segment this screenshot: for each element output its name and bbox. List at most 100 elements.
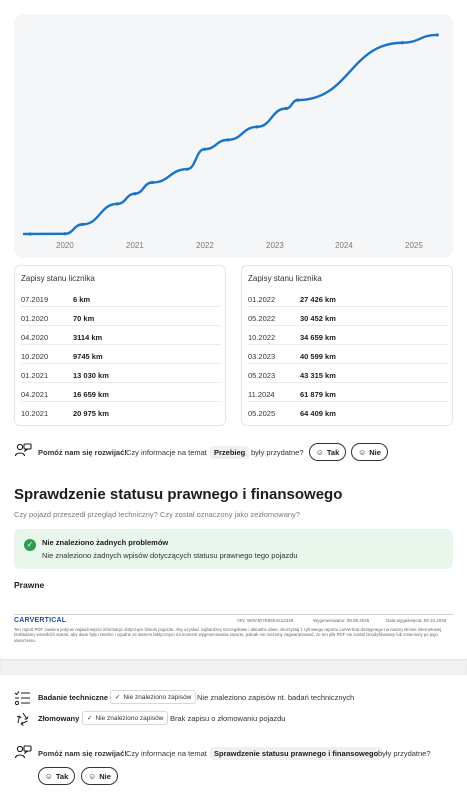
feedback-no-button[interactable]: ☺ Nie (351, 443, 388, 461)
check-description: Brak zapisu o złomowaniu pojazdu (170, 714, 286, 723)
row-value: 16 659 km (73, 390, 109, 399)
table-row: 10.2020 9745 km (21, 345, 221, 364)
data-point[interactable] (296, 98, 300, 102)
data-point[interactable] (185, 167, 189, 171)
feedback-yes-button[interactable]: ☺ Tak (38, 767, 75, 785)
feedback-row: Pomóż nam się rozwijać! Czy informacje n… (14, 744, 453, 788)
no-problems-alert: ✓ Nie znaleziono żadnych problemów Nie z… (14, 529, 453, 569)
mileage-table-right: Zapisy stanu licznika 01.2022 27 426 km 0… (241, 265, 453, 426)
footer-divider (14, 614, 453, 615)
row-date: 01.2020 (21, 314, 49, 323)
alert-description: Nie znaleziono żadnych wpisów dotyczącyc… (42, 551, 298, 560)
feedback-question: Czy informacje na temat (126, 448, 207, 457)
page-break (0, 659, 467, 675)
check-icon: ✓ (115, 694, 121, 701)
data-point[interactable] (28, 232, 32, 236)
x-tick-label: 2023 (266, 241, 284, 250)
table-row: 01.2021 13 030 km (21, 364, 221, 383)
smile-icon: ☺ (88, 771, 97, 781)
smile-icon: ☺ (44, 771, 53, 781)
checklist-icon (14, 691, 30, 706)
data-point[interactable] (226, 138, 230, 142)
table-header: Zapisy stanu licznika (21, 274, 95, 283)
table-row: 05.2022 30 452 km (248, 307, 448, 326)
check-label: Złomowany (38, 714, 80, 723)
table-row: 03.2023 40 599 km (248, 345, 448, 364)
row-value: 70 km (73, 314, 95, 323)
subsection-label: Prawne (14, 580, 45, 590)
people-help-icon (14, 443, 32, 457)
data-point[interactable] (400, 41, 404, 45)
feedback-no-label: Nie (369, 447, 381, 457)
row-value: 61 879 km (300, 390, 336, 399)
data-point[interactable] (63, 232, 67, 236)
row-value: 3114 km (73, 333, 103, 342)
check-circle-icon: ✓ (24, 539, 36, 551)
footer-generated: Wygenerowano: 09.09.2025 (313, 618, 370, 623)
row-value: 20 975 km (73, 409, 109, 418)
row-value: 13 030 km (73, 371, 109, 380)
row-value: 40 599 km (300, 352, 336, 361)
x-tick-label: 2025 (405, 241, 423, 250)
table-row: 07.2019 6 km (21, 288, 221, 307)
data-point[interactable] (255, 125, 259, 129)
row-value: 34 659 km (300, 333, 336, 342)
smile-icon: ☺ (315, 447, 324, 457)
feedback-suffix: były przydatne? (251, 448, 304, 457)
data-point[interactable] (150, 180, 154, 185)
data-point[interactable] (80, 222, 85, 226)
status-chip-label: Nie znaleziono zapisów (95, 714, 164, 722)
recycle-icon (16, 712, 29, 726)
mileage-line-chart (22, 33, 439, 236)
feedback-suffix: były przydatne? (378, 749, 431, 758)
data-point[interactable] (203, 147, 207, 151)
alert-title: Nie znaleziono żadnych problemów (42, 538, 169, 547)
feedback-no-button[interactable]: ☺ Nie (81, 767, 118, 785)
feedback-topic-chip: Sprawdzenie statusu prawnego i finansowe… (210, 747, 383, 760)
row-value: 6 km (73, 295, 91, 304)
table-row: 11.2024 61 879 km (248, 383, 448, 402)
row-date: 05.2022 (248, 314, 276, 323)
row-value: 9745 km (73, 352, 103, 361)
section-title: Sprawdzenie statusu prawnego i finansowe… (14, 486, 343, 503)
data-point[interactable] (115, 202, 119, 206)
status-chip: ✓ Nie znaleziono zapisów (110, 690, 197, 704)
feedback-yes-label: Tak (55, 771, 69, 781)
row-date: 03.2023 (248, 352, 276, 361)
feedback-yes-label: Tak (326, 447, 340, 457)
feedback-topic-chip: Przebieg (210, 446, 250, 459)
check-description: Nie znaleziono zapisów nt. badań technic… (197, 693, 355, 702)
data-point[interactable] (133, 192, 137, 196)
row-value: 43 315 km (300, 371, 336, 380)
mileage-chart: 2020 2021 2022 2023 2024 2025 (14, 14, 453, 258)
feedback-bold-label: Pomóż nam się rozwijać! (38, 749, 127, 758)
table-row: 04.2020 3114 km (21, 326, 221, 345)
feedback-yes-button[interactable]: ☺ Tak (309, 443, 346, 461)
data-point[interactable] (435, 33, 439, 37)
status-chip-label: Nie znaleziono zapisów (123, 693, 192, 701)
row-value: 30 452 km (300, 314, 336, 323)
table-row: 10.2022 34 659 km (248, 326, 448, 345)
data-point[interactable] (284, 106, 288, 111)
row-date: 10.2020 (21, 352, 49, 361)
table-row: 10.2021 20 975 km (21, 402, 221, 421)
feedback-question: Czy informacje na temat (126, 749, 207, 758)
footer-vin: VIN: W0VJD7E85K4412349 (237, 618, 294, 623)
table-row: 05.2023 43 315 km (248, 364, 448, 383)
row-value: 64 409 km (300, 409, 336, 418)
mileage-table-left: Zapisy stanu licznika 07.2019 6 km 01.202… (14, 265, 226, 426)
check-row-scrapped: Złomowany ✓ Nie znaleziono zapisów Brak z… (14, 711, 453, 727)
check-label: Badanie techniczne (38, 693, 109, 702)
mileage-series-line (22, 33, 439, 236)
row-date: 01.2021 (21, 371, 49, 380)
row-date: 10.2021 (21, 409, 49, 418)
row-date: 10.2022 (248, 333, 276, 342)
feedback-no-label: Nie (99, 771, 111, 781)
row-date: 04.2020 (21, 333, 49, 342)
row-date: 04.2021 (21, 390, 49, 399)
status-chip: ✓ Nie znaleziono zapisów (82, 711, 169, 725)
x-tick-label: 2024 (335, 241, 353, 250)
row-date: 11.2024 (248, 390, 275, 399)
table-header: Zapisy stanu licznika (248, 274, 322, 283)
row-date: 05.2025 (248, 409, 276, 418)
